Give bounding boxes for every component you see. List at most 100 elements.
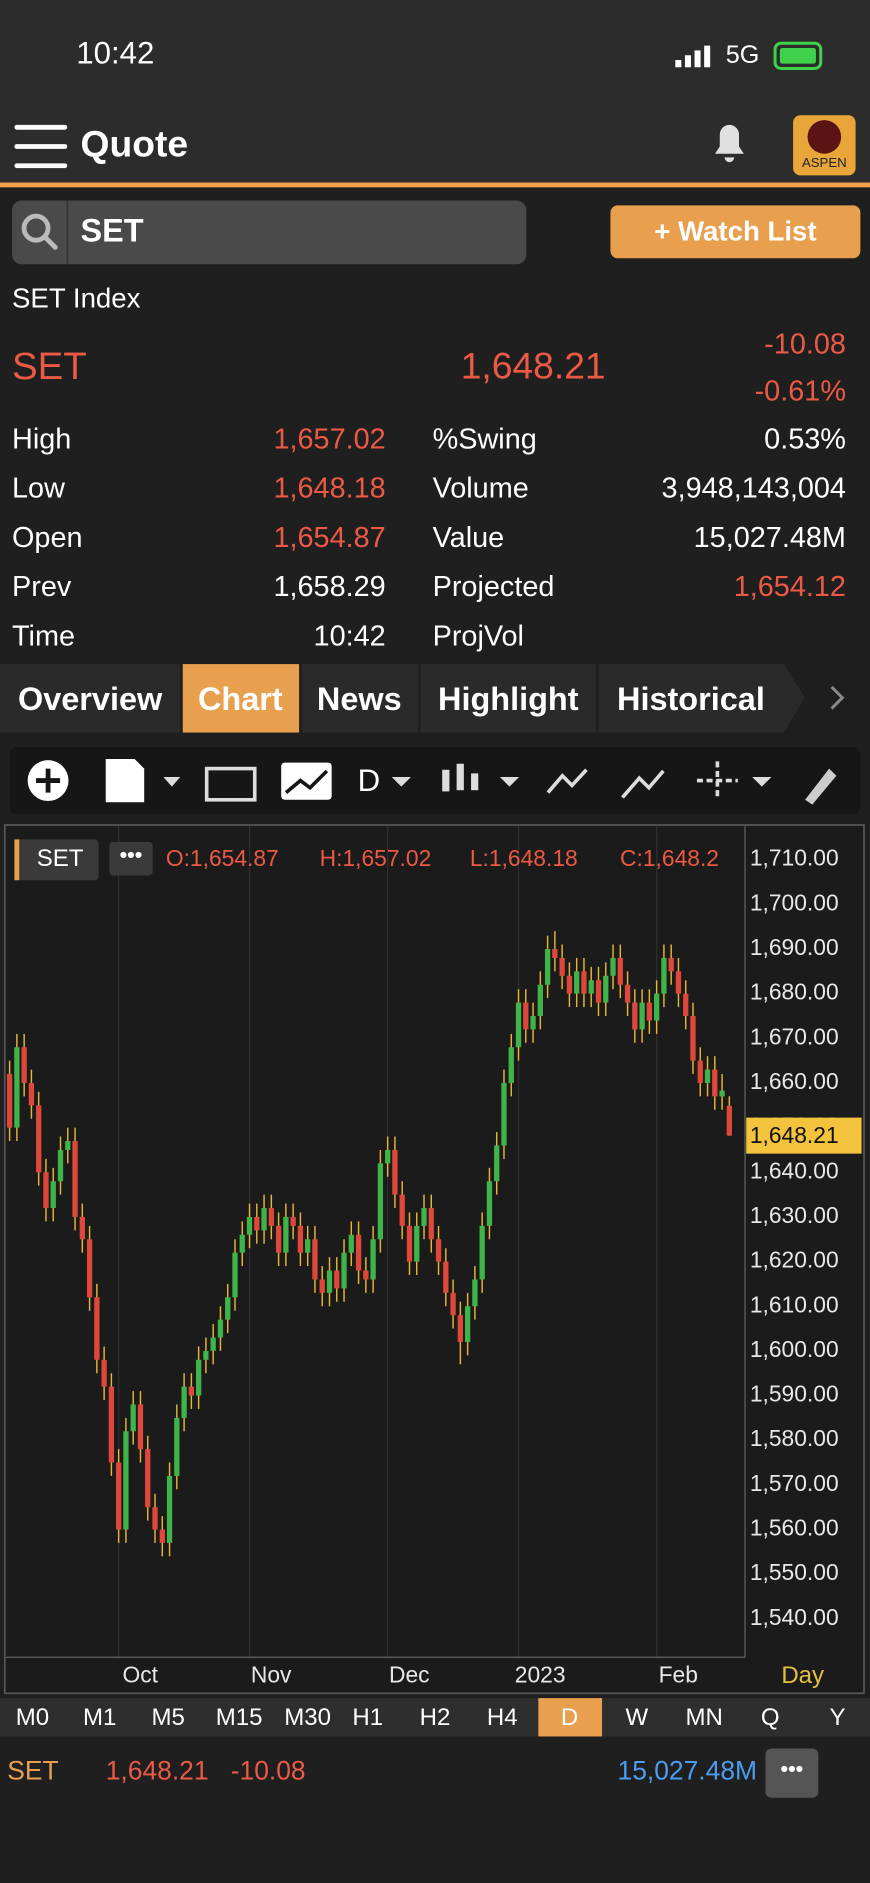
timeframe[interactable]: M0: [16, 1704, 49, 1731]
stat-value: 3,948,143,004: [662, 473, 846, 505]
candle-body: [195, 1359, 202, 1396]
timeframe[interactable]: Q: [761, 1704, 780, 1731]
footer-menu[interactable]: [765, 1748, 819, 1798]
tab[interactable]: Highlight: [438, 681, 579, 717]
legend-menu[interactable]: [109, 841, 153, 876]
ohlc-legend: O:1,654.87 H:1,657.02 L:1,648.18 C:1,648…: [166, 845, 719, 871]
quote-price: 1,648.21: [461, 345, 606, 387]
candle-body: [21, 1047, 27, 1083]
candle-body: [435, 1239, 442, 1262]
stat-label: Prev: [12, 571, 72, 603]
candle-body: [377, 1163, 384, 1240]
y-tick-label: 1,580.00: [750, 1425, 839, 1451]
timeframe[interactable]: D: [561, 1704, 578, 1731]
legend-open: O:1,654.87: [166, 845, 279, 871]
candle-body: [515, 1002, 522, 1048]
timeframe[interactable]: Y: [830, 1704, 846, 1731]
y-tick-label: 1,690.00: [750, 934, 839, 960]
search-box[interactable]: [12, 200, 527, 265]
timeframe[interactable]: H1: [352, 1704, 383, 1731]
search-query: SET: [81, 213, 144, 249]
candle-body: [50, 1181, 56, 1209]
candle-body: [312, 1239, 318, 1280]
candle-body: [523, 1002, 529, 1030]
candle-body: [188, 1386, 195, 1396]
candle-body: [443, 1261, 449, 1293]
x-tick-label: Oct: [123, 1661, 159, 1687]
candle-body: [239, 1234, 245, 1253]
candle-body: [559, 957, 565, 976]
crosshair-button[interactable]: [696, 761, 738, 800]
candle-body: [268, 1208, 274, 1226]
candles: [6, 931, 732, 1557]
search-icon-handle: [43, 235, 58, 250]
candle-body: [79, 1216, 85, 1240]
candle-body: [86, 1239, 93, 1298]
drawing-button[interactable]: [621, 769, 665, 799]
candle-body: [254, 1216, 260, 1231]
stat-label: Value: [433, 522, 505, 554]
timeframe[interactable]: M1: [83, 1704, 116, 1731]
footer-change: -10.08: [231, 1756, 306, 1786]
candle-body: [639, 1002, 645, 1030]
stat-label: Projected: [433, 571, 555, 603]
candle-body: [181, 1386, 187, 1418]
candle-body: [174, 1417, 180, 1476]
candle-body: [370, 1239, 376, 1280]
last-price-label: 1,648.21: [750, 1122, 839, 1148]
y-tick-label: 1,710.00: [750, 845, 839, 871]
timeframe[interactable]: W: [626, 1704, 649, 1731]
x-tick-label: Feb: [659, 1661, 698, 1687]
timeframe[interactable]: MN: [685, 1704, 722, 1731]
pencil-button[interactable]: [805, 768, 837, 805]
timeframe[interactable]: H4: [487, 1704, 518, 1731]
candle-body: [624, 984, 631, 1003]
candle-body: [101, 1359, 107, 1387]
candle-body: [225, 1297, 231, 1320]
watch-list-button[interactable]: [610, 205, 861, 259]
y-tick-label: 1,620.00: [750, 1247, 839, 1273]
y-tick-label: 1,610.00: [750, 1291, 839, 1317]
tab[interactable]: Chart: [198, 681, 283, 717]
timeframe[interactable]: M15: [216, 1704, 263, 1731]
y-tick-label: 1,670.00: [750, 1023, 839, 1049]
candle-body: [617, 957, 623, 985]
candle-body: [326, 1270, 333, 1293]
notification-bell[interactable]: [714, 124, 744, 163]
add-icon: [36, 768, 61, 793]
timeframe[interactable]: M30: [284, 1704, 331, 1731]
indicator-button[interactable]: [546, 768, 588, 794]
tab[interactable]: Historical: [617, 681, 765, 717]
template-button[interactable]: [281, 762, 332, 800]
timeframe[interactable]: M5: [152, 1704, 185, 1731]
candle-body: [704, 1069, 711, 1083]
y-tick-label: 1,590.00: [750, 1381, 839, 1407]
chart-type-button[interactable]: [442, 763, 479, 792]
candle-body: [363, 1270, 369, 1280]
candle-body: [275, 1225, 282, 1253]
tab-scroll[interactable]: [783, 664, 870, 733]
tab[interactable]: News: [317, 681, 402, 717]
period-select[interactable]: D: [358, 763, 381, 798]
candle-body: [537, 984, 543, 1016]
candle-body: [530, 1015, 536, 1030]
candle-body: [14, 1047, 20, 1128]
legend-close: C:1,648.2: [620, 845, 719, 871]
period-label: Day: [781, 1662, 824, 1689]
candle-body: [581, 971, 587, 994]
timeframes: M0 M1 M5 M15 M30 H1 H2 H4 D W MN Q Y: [16, 1704, 846, 1731]
menu-button[interactable]: [14, 124, 68, 169]
candle-body: [428, 1208, 434, 1240]
candle-body: [290, 1216, 296, 1226]
tab-dividers: [180, 664, 599, 733]
candle-body: [246, 1216, 253, 1235]
timeframe[interactable]: H2: [420, 1704, 451, 1731]
tab[interactable]: Overview: [18, 681, 163, 717]
timeframe-active-bg: [538, 1698, 603, 1737]
footer-menu-dots: •••: [781, 1756, 804, 1781]
candle-body: [348, 1234, 354, 1253]
candle-body: [494, 1145, 500, 1182]
new-layout-button[interactable]: [105, 758, 145, 803]
compare-button[interactable]: [204, 766, 257, 802]
